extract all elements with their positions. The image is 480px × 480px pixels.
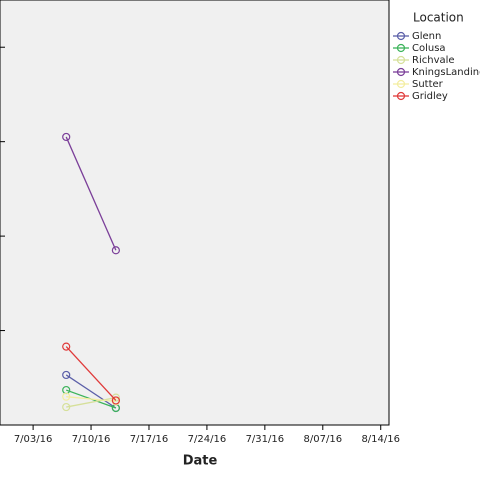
legend-label: Glenn bbox=[412, 31, 441, 42]
legend-label: Colusa bbox=[412, 43, 446, 54]
series-line bbox=[65, 346, 117, 401]
legend-label: Richvale bbox=[412, 55, 455, 66]
data-point bbox=[62, 132, 71, 142]
data-point bbox=[62, 370, 71, 380]
series-line bbox=[66, 396, 116, 403]
series-line bbox=[65, 374, 117, 409]
legend-label: Sutter bbox=[412, 79, 444, 90]
x-tick-label: 7/03/16 bbox=[14, 434, 53, 445]
data-point bbox=[111, 396, 120, 405]
series-line bbox=[65, 136, 117, 251]
x-tick-label: 8/14/16 bbox=[361, 434, 400, 445]
x-tick-label: 7/17/16 bbox=[130, 434, 169, 445]
legend-marker bbox=[396, 91, 406, 101]
legend-marker bbox=[396, 67, 406, 77]
legend-title: Location bbox=[413, 11, 464, 25]
data-point bbox=[111, 246, 120, 255]
legend-label: Gridley bbox=[412, 91, 448, 102]
x-tick-label: 7/24/16 bbox=[188, 434, 227, 445]
legend-marker bbox=[396, 55, 406, 65]
data-point bbox=[62, 342, 71, 351]
data-point bbox=[62, 392, 71, 401]
data-point bbox=[62, 402, 71, 412]
legend-marker bbox=[396, 43, 406, 53]
x-axis-label: Date bbox=[183, 454, 218, 469]
plot-area bbox=[0, 0, 390, 426]
x-tick-label: 8/07/16 bbox=[304, 434, 343, 445]
legend-marker bbox=[396, 31, 406, 41]
x-tick-label: 7/10/16 bbox=[72, 434, 111, 445]
series-line bbox=[66, 396, 116, 408]
legend-label: KningsLanding bbox=[412, 67, 480, 78]
x-tick-label: 7/31/16 bbox=[246, 434, 285, 445]
legend-marker bbox=[396, 79, 406, 89]
